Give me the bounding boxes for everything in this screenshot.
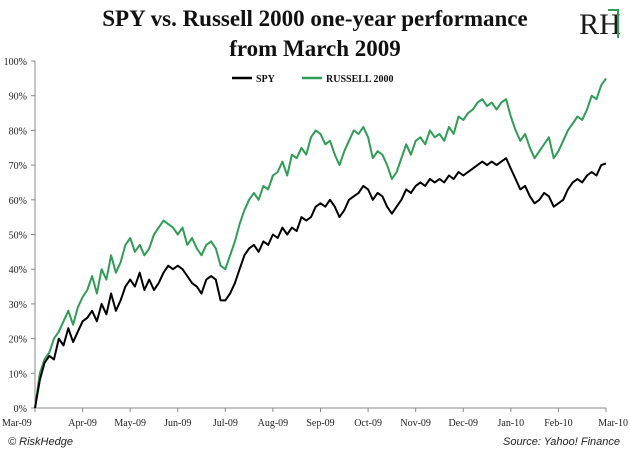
x-tick-label: Sep-09 — [306, 418, 334, 429]
x-tick-label: May-09 — [114, 418, 146, 429]
y-tick-label: 30% — [9, 300, 27, 311]
source-text: Source: Yahoo! Finance — [502, 436, 620, 448]
legend-label: RUSSELL 2000 — [326, 74, 394, 85]
x-tick-label: Nov-09 — [400, 418, 431, 429]
y-tick-label: 20% — [9, 335, 27, 346]
chart-series — [34, 77, 607, 409]
x-tick-label: Jun-09 — [164, 418, 191, 429]
credit-text: © RiskHedge — [8, 436, 73, 448]
series-line-russell-2000 — [34, 77, 607, 409]
x-tick-label: Aug-09 — [258, 418, 289, 429]
chart-subtitle: from March 2009 — [229, 36, 401, 61]
riskhedge-logo: RH — [579, 8, 621, 41]
chart-axes: 0% 10% 20% 30% 40% 50% 60% 70% 80% 90% 100% Mar-09 A… — [2, 57, 628, 429]
y-tick-label: 0% — [14, 404, 27, 415]
y-tick-label: 50% — [9, 231, 27, 242]
x-tick-label: Mar-10 — [598, 418, 628, 429]
y-tick-label: 90% — [9, 92, 27, 103]
legend-label: SPY — [256, 74, 276, 85]
y-tick-label: 70% — [9, 161, 27, 172]
logo-text: RH — [579, 8, 621, 41]
x-tick-label: Jul-09 — [213, 418, 238, 429]
chart-title: SPY vs. Russell 2000 one-year performanc… — [102, 6, 528, 31]
x-tick-label: Oct-09 — [354, 418, 382, 429]
y-tick-label: 40% — [9, 265, 27, 276]
y-tick-label: 80% — [9, 126, 27, 137]
series-line-spy — [34, 157, 607, 409]
x-tick-label: Dec-09 — [449, 418, 478, 429]
y-tick-label: 100% — [4, 57, 27, 68]
y-tick-label: 60% — [9, 196, 27, 207]
x-tick-label: Apr-09 — [68, 418, 97, 429]
x-tick-label: Mar-09 — [2, 418, 32, 429]
chart-legend: SPY RUSSELL 2000 — [232, 74, 394, 85]
x-tick-label: Feb-10 — [544, 418, 572, 429]
x-tick-label: Jan-10 — [497, 418, 524, 429]
y-tick-label: 10% — [9, 369, 27, 380]
